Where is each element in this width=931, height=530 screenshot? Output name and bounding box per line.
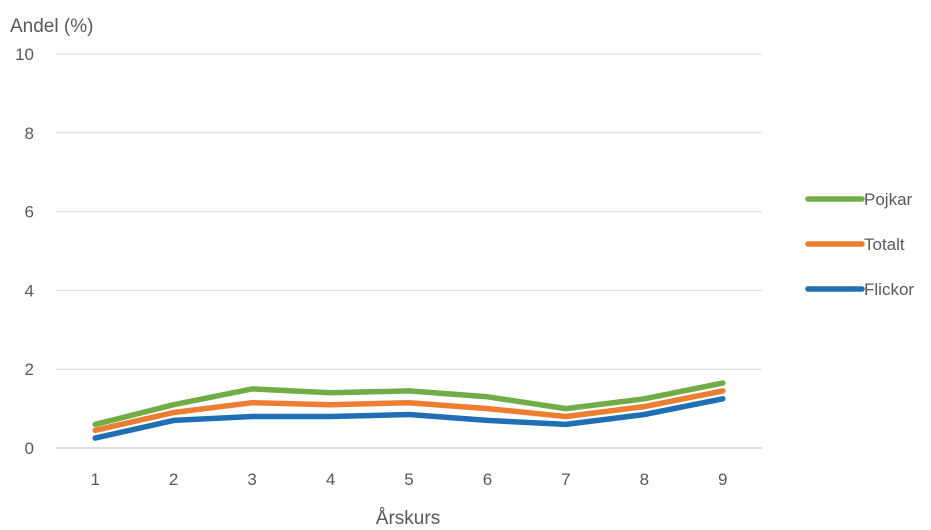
x-tick-labels: 1 2 3 4 5 6 7 8 9 — [90, 470, 727, 489]
series-lines — [92, 380, 726, 441]
series-line-pojkar — [92, 380, 726, 428]
x-tick-label: 5 — [404, 470, 413, 489]
x-tick-label: 7 — [561, 470, 570, 489]
y-axis-title: Andel (%) — [10, 16, 93, 37]
y-tick-label: 0 — [25, 439, 34, 458]
legend-label: Pojkar — [864, 190, 913, 209]
y-tick-label: 6 — [25, 203, 34, 222]
x-tick-label: 1 — [90, 470, 99, 489]
y-tick-label: 2 — [25, 360, 34, 379]
series-line-totalt — [92, 388, 726, 434]
x-tick-label: 6 — [483, 470, 492, 489]
x-tick-label: 9 — [718, 470, 727, 489]
y-tick-label: 10 — [15, 45, 34, 64]
x-tick-label: 3 — [247, 470, 256, 489]
x-axis-title: Årskurs — [376, 508, 440, 529]
y-tick-labels: 0 2 4 6 8 10 — [15, 45, 34, 458]
gridlines — [56, 53, 762, 449]
x-tick-label: 4 — [326, 470, 335, 489]
legend: Pojkar Totalt Flickor — [805, 190, 914, 299]
y-tick-label: 8 — [25, 124, 34, 143]
y-tick-label: 4 — [25, 281, 34, 300]
legend-label: Flickor — [864, 280, 914, 299]
series-line-flickor — [92, 396, 726, 441]
legend-label: Totalt — [864, 235, 905, 254]
x-tick-label: 8 — [640, 470, 649, 489]
x-tick-label: 2 — [169, 470, 178, 489]
